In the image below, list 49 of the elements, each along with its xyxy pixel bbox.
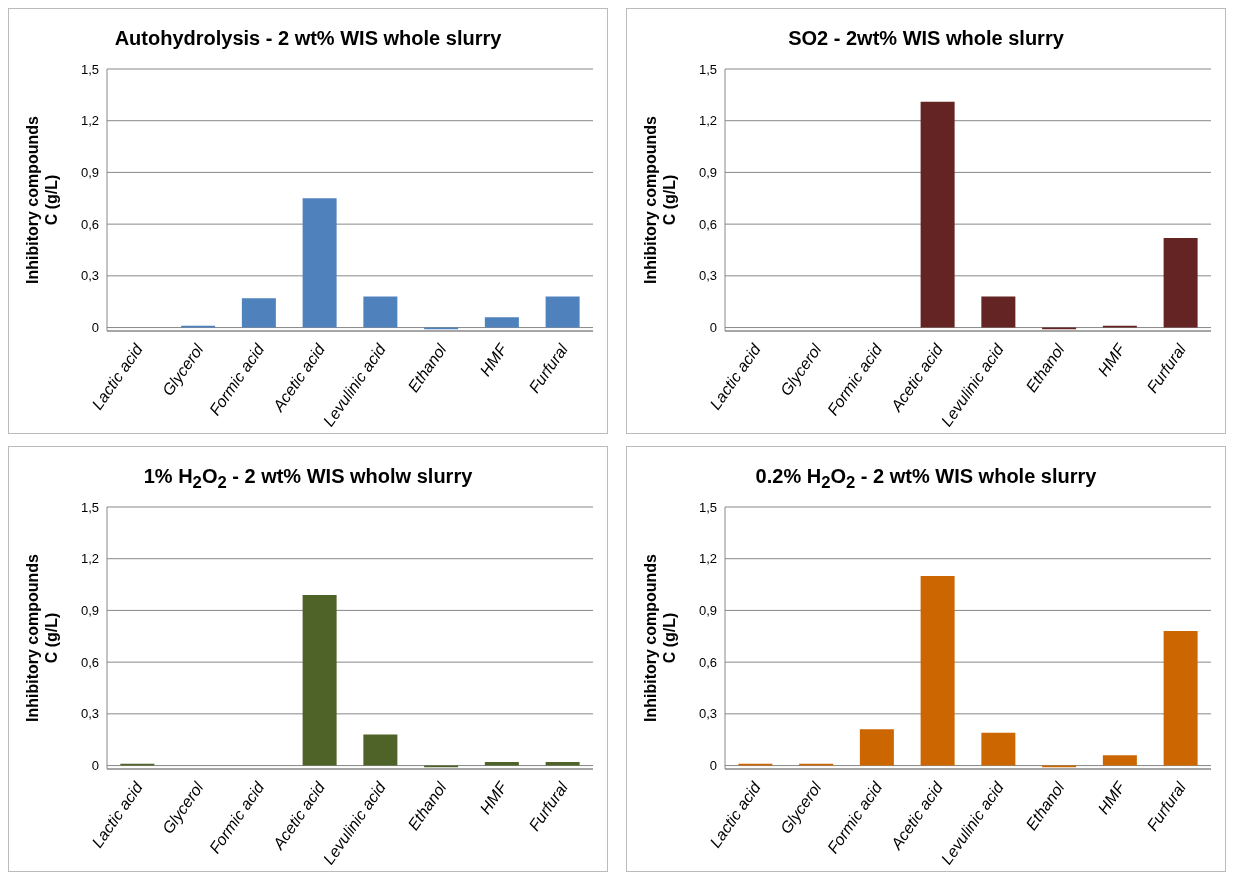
y-axis-title: Inhibitory compounds C (g/L) <box>24 115 60 284</box>
y-tick-label: 1,5 <box>80 61 99 77</box>
y-tick-label: 0,6 <box>80 216 99 232</box>
chart-title: 1% H$_{2}$O$_{2}$ - 2 wt% WIS wholw slurry <box>142 465 474 494</box>
y-tick-label: 0 <box>709 758 717 774</box>
bar <box>1163 631 1198 766</box>
y-tick-label: 0,9 <box>80 165 99 181</box>
y-tick-label: 0 <box>91 320 99 336</box>
y-tick-label: 0,3 <box>698 706 717 722</box>
bar <box>545 296 580 328</box>
y-tick-label: 1,2 <box>80 113 99 129</box>
bar <box>1163 237 1198 328</box>
chart-title: 0.2% H$_{2}$O$_{2}$ - 2 wt% WIS whole slurry <box>754 465 1098 494</box>
y-axis-title: Inhibitory compounds C (g/L) <box>642 115 678 284</box>
chart-title: SO2 - 2wt% WIS whole slurry <box>787 27 1065 51</box>
bar <box>981 732 1016 766</box>
bar <box>241 298 276 328</box>
y-tick-label: 0,6 <box>80 654 99 670</box>
y-tick-label: 0 <box>709 320 717 336</box>
y-tick-label: 1,2 <box>80 551 99 567</box>
y-tick-label: 0,9 <box>698 165 717 181</box>
y-tick-label: 0,3 <box>80 706 99 722</box>
y-tick-label: 0,3 <box>698 268 717 284</box>
y-axis-title: Inhibitory compounds C (g/L) <box>642 553 678 722</box>
y-tick-label: 0,6 <box>698 654 717 670</box>
bar <box>484 762 519 766</box>
bar <box>1102 755 1137 766</box>
bar <box>859 729 894 766</box>
y-axis-title: Inhibitory compounds C (g/L) <box>24 553 60 722</box>
y-tick-label: 0,9 <box>80 603 99 619</box>
chart-title: Autohydrolysis - 2 wt% WIS whole slurry <box>113 27 503 51</box>
bar <box>920 101 955 328</box>
y-tick-label: 1,5 <box>698 499 717 515</box>
y-tick-label: 1,5 <box>80 499 99 515</box>
bar <box>920 575 955 766</box>
y-tick-label: 1,2 <box>698 113 717 129</box>
y-tick-label: 1,2 <box>698 551 717 567</box>
y-tick-label: 0,6 <box>698 216 717 232</box>
bar <box>545 762 580 766</box>
bar <box>302 198 337 328</box>
y-tick-label: 1,5 <box>698 61 717 77</box>
y-tick-label: 0,3 <box>80 268 99 284</box>
bar <box>363 734 398 766</box>
bar <box>981 296 1016 328</box>
bar <box>484 317 519 328</box>
y-tick-label: 0,9 <box>698 603 717 619</box>
bar <box>302 594 337 766</box>
bar <box>363 296 398 328</box>
y-tick-label: 0 <box>91 758 99 774</box>
